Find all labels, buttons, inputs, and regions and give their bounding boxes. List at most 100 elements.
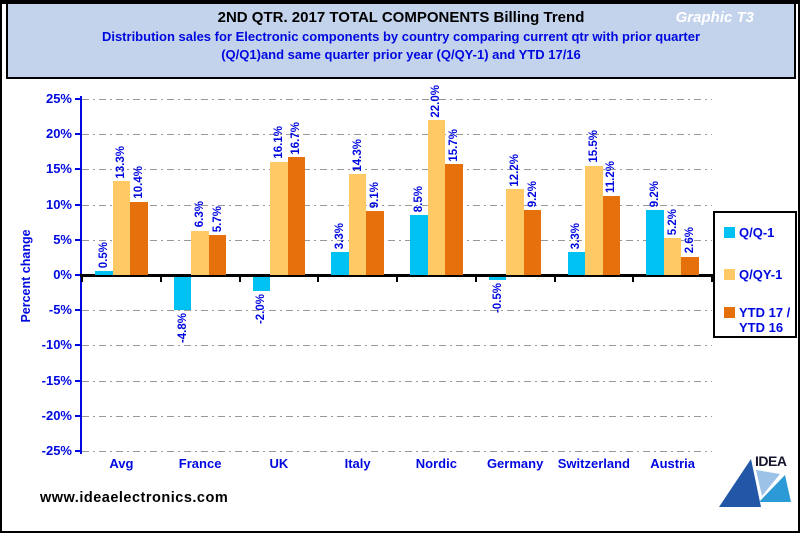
y-axis-tick: [75, 414, 82, 417]
category-label-Italy: Italy: [344, 456, 371, 471]
y-axis-tick: [75, 309, 82, 312]
bar-value-label: 12.2%: [509, 153, 522, 187]
bar-value-label: 3.3%: [570, 222, 583, 249]
x-axis-tick: [238, 276, 241, 282]
website-text: www.ideaelectronics.com: [40, 490, 229, 506]
bar-Q/QY-1-UK: [270, 161, 288, 275]
category-label-UK: UK: [269, 456, 289, 471]
legend-entry-Q/QY-1: Q/QY-1: [724, 267, 782, 282]
y-axis-tick: [75, 379, 82, 382]
bar-value-label: 11.2%: [605, 161, 618, 194]
grid-line: [82, 415, 712, 417]
category-label-Germany: Germany: [486, 456, 544, 471]
x-axis-tick: [553, 276, 556, 282]
category-label-Austria: Austria: [650, 456, 696, 471]
y-axis-tick-label: 25%: [45, 91, 72, 106]
bar-Q/QY-1-Austria: [663, 238, 682, 275]
bar-YTD 17 / YTD 16-Avg: [130, 201, 148, 275]
bar-Q/QY-1-Nordic: [427, 120, 446, 275]
bar-value-label: 22.0%: [430, 84, 443, 118]
y-axis-tick-label: 0%: [53, 267, 72, 282]
bar-chart: Percent change 25% 20% 15% 10% 5% 0% -5% -10% -1…: [2, 4, 798, 531]
y-axis-tick-label: -20%: [41, 407, 72, 423]
bar-value-label: 15.7%: [447, 128, 460, 162]
graphic-number-label: Graphic T3: [675, 9, 754, 26]
grid-line: [82, 134, 712, 136]
grid-line: [82, 310, 712, 312]
bar-value-label: 8.5%: [412, 185, 425, 213]
x-axis-tick: [317, 276, 320, 282]
title-main: TOTAL COMPONENTS Billing Trend: [329, 9, 585, 26]
category-label-Avg: Avg: [109, 456, 134, 471]
y-axis-tick: [75, 98, 82, 100]
x-axis-tick: [711, 276, 713, 282]
grid-line: [82, 451, 712, 452]
bar-value-label: 0.5%: [97, 242, 110, 269]
title-quarter: 2ND QTR. 2017: [217, 9, 330, 26]
category-label-France: France: [178, 456, 222, 471]
x-axis-tick: [632, 276, 635, 282]
legend-label: Q/Q-1: [739, 225, 775, 240]
bar-Q/Q-1-Germany: [488, 276, 507, 281]
bar-value-label: 16.1%: [272, 126, 285, 159]
bar-value-label: 10.4%: [132, 166, 145, 199]
logo-text: IDEA: [755, 453, 787, 469]
bar-Q/QY-1-France: [191, 230, 209, 275]
y-axis-tick: [75, 238, 82, 241]
bar-YTD 17 / YTD 16-Germany: [523, 210, 542, 275]
chart-title: 2ND QTR. 2017 TOTAL COMPONENTS Billing T…: [8, 9, 794, 26]
legend-swatch-icon: [724, 307, 735, 318]
logo-triangle-dark: [719, 459, 761, 507]
grid-line: [82, 380, 712, 382]
bar-value-label: 9.2%: [649, 181, 662, 208]
bar-Q/Q-1-France: [173, 276, 192, 311]
chart-subtitle-line1: Distribution sales for Electronic compon…: [101, 29, 701, 44]
bar-value-label: -2.0%: [255, 293, 268, 324]
legend-entry-Q/Q-1: Q/Q-1: [724, 225, 774, 240]
grid-line: [82, 345, 712, 347]
header-banner: 2ND QTR. 2017 TOTAL COMPONENTS Billing T…: [6, 4, 796, 79]
y-axis-tick: [75, 450, 82, 452]
y-axis-tick-label: -15%: [41, 372, 72, 388]
bar-Q/Q-1-Switzerland: [567, 251, 586, 275]
bar-YTD 17 / YTD 16-UK: [287, 157, 306, 275]
x-axis-tick: [81, 276, 83, 282]
x-axis-tick: [159, 276, 162, 282]
bar-YTD 17 / YTD 16-Nordic: [445, 164, 463, 275]
y-axis-tick-label: -25%: [41, 443, 72, 458]
bar-Q/Q-1-Avg: [95, 271, 113, 275]
x-axis-tick: [396, 276, 398, 282]
bar-value-label: -4.8%: [176, 313, 189, 344]
legend-swatch-icon: [724, 227, 735, 238]
bar-value-label: 9.2%: [526, 181, 539, 208]
bar-value-label: 3.3%: [334, 222, 347, 249]
bar-YTD 17 / YTD 16-Switzerland: [602, 196, 621, 275]
bar-Q/QY-1-Italy: [348, 174, 367, 275]
chart-legend: Q/Q-1 Q/QY-1 YTD 17 / YTD 16: [713, 211, 797, 338]
bar-value-label: 14.3%: [351, 138, 364, 172]
bar-value-label: -0.5%: [491, 283, 504, 314]
bar-Q/Q-1-Nordic: [410, 215, 428, 275]
bar-value-label: 6.3%: [194, 201, 207, 228]
bar-value-label: 13.3%: [115, 145, 128, 179]
bar-Q/Q-1-UK: [252, 276, 271, 291]
bar-YTD 17 / YTD 16-Austria: [681, 256, 699, 275]
bar-value-label: 5.7%: [211, 205, 224, 232]
y-axis-tick: [75, 274, 82, 276]
y-axis-tick-label: 15%: [45, 161, 72, 177]
idea-logo: IDEA: [719, 453, 791, 507]
y-axis-tick-label: 5%: [53, 231, 72, 247]
legend-entry-YTD 17 / YTD 16: YTD 17 / YTD 16: [724, 305, 790, 335]
bar-Q/Q-1-Austria: [646, 210, 664, 275]
y-axis-tick: [75, 203, 82, 206]
y-axis-tick-label: 10%: [45, 196, 72, 212]
bar-value-label: 5.2%: [666, 209, 679, 236]
bar-value-label: 9.1%: [369, 181, 382, 208]
legend-swatch-icon: [724, 269, 735, 280]
y-axis-tick: [75, 133, 82, 136]
bar-Q/QY-1-Avg: [112, 181, 131, 275]
x-axis-tick: [474, 276, 477, 282]
bar-value-label: 16.7%: [290, 121, 303, 155]
legend-label: YTD 17 / YTD 16: [739, 305, 791, 335]
